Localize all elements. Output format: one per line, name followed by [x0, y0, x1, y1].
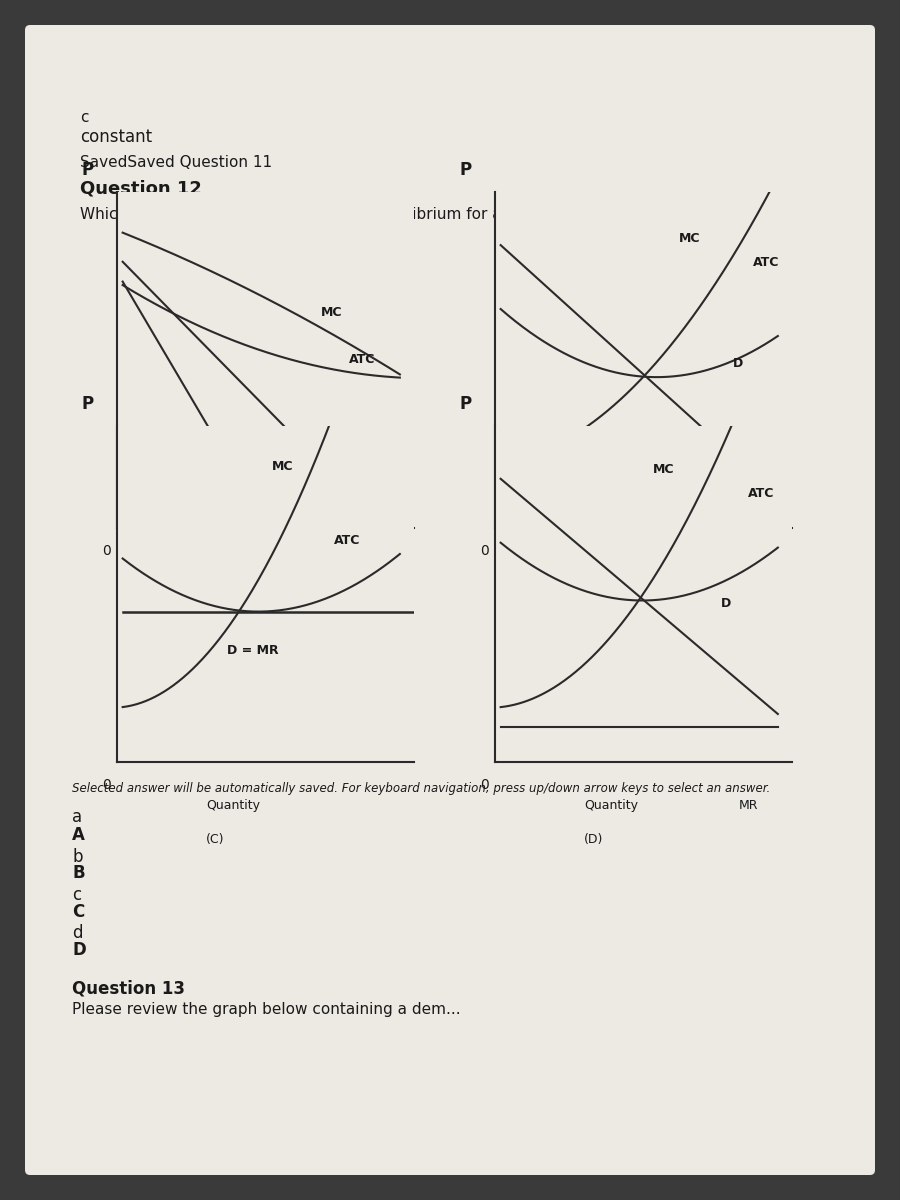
Text: MR: MR	[739, 799, 758, 812]
Text: B: B	[72, 864, 85, 882]
Text: a: a	[72, 808, 82, 826]
Text: MR: MR	[361, 565, 380, 578]
Text: ATC: ATC	[334, 534, 360, 547]
Text: c: c	[80, 110, 88, 125]
Text: d: d	[72, 924, 83, 942]
Text: (B): (B)	[599, 599, 617, 612]
Text: 0: 0	[103, 544, 111, 558]
Text: Question 13: Question 13	[72, 979, 185, 997]
Text: P: P	[81, 161, 94, 179]
Text: 0: 0	[481, 544, 489, 558]
Text: P: P	[459, 161, 472, 179]
Text: Question 12: Question 12	[80, 180, 202, 198]
Text: b: b	[72, 847, 83, 865]
Text: D: D	[320, 474, 331, 487]
Text: MC: MC	[320, 306, 342, 318]
Text: Quantity: Quantity	[230, 565, 284, 578]
FancyBboxPatch shape	[25, 25, 875, 1175]
Text: P: P	[459, 395, 472, 413]
Text: ATC: ATC	[753, 256, 779, 269]
Text: MC: MC	[652, 463, 674, 476]
Text: 0: 0	[481, 778, 489, 792]
Text: D = MR: D = MR	[227, 644, 278, 658]
Text: D: D	[721, 598, 731, 611]
Text: ATC: ATC	[747, 486, 774, 499]
Text: Quantity: Quantity	[599, 565, 653, 578]
Text: (A): (A)	[230, 599, 248, 612]
Text: MC: MC	[272, 460, 292, 473]
Text: SavedSaved Question 11: SavedSaved Question 11	[80, 155, 272, 170]
Text: D: D	[72, 941, 86, 959]
Text: Selected answer will be automatically saved. For keyboard navigation, press up/d: Selected answer will be automatically sa…	[72, 782, 770, 794]
Text: P: P	[81, 395, 94, 413]
Text: c: c	[72, 886, 81, 904]
Text: Please review the graph below containing a dem...: Please review the graph below containing…	[72, 1002, 461, 1018]
Text: MC: MC	[680, 233, 700, 245]
Text: C: C	[72, 902, 85, 920]
Text: constant: constant	[80, 128, 152, 146]
Text: (D): (D)	[584, 833, 604, 846]
Text: ATC: ATC	[349, 353, 375, 366]
Text: D: D	[733, 356, 742, 370]
Text: MR: MR	[744, 565, 764, 578]
Text: Quantity: Quantity	[584, 799, 638, 812]
Text: Quantity: Quantity	[206, 799, 260, 812]
Text: (C): (C)	[206, 833, 225, 846]
Text: A: A	[72, 826, 85, 844]
Text: 0: 0	[103, 778, 111, 792]
Text: Which graphs represents the long run equilibrium for a perfectly competitive fir: Which graphs represents the long run equ…	[80, 206, 714, 222]
